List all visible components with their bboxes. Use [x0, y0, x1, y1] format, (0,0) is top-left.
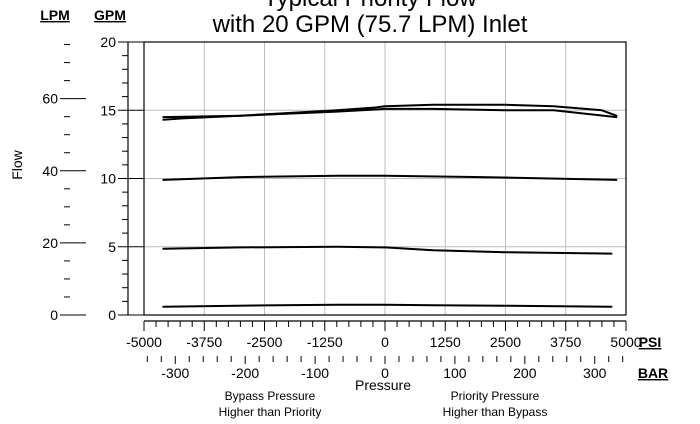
series-line-3: [162, 174, 618, 181]
bypass-note-line2: Higher than Priority: [219, 405, 322, 419]
psi-tick-label: 2500: [490, 334, 521, 350]
bar-tick-label: -200: [231, 365, 259, 381]
lpm-tick-label: 0: [50, 307, 58, 323]
lpm-tick-label: 60: [42, 91, 58, 107]
priority-note-line1: Priority Pressure: [451, 389, 540, 403]
bar-tick-label: 0: [381, 365, 389, 381]
psi-tick-label: 5000: [610, 334, 641, 350]
bar-unit-label: BAR: [638, 365, 668, 381]
gpm-tick-label: 5: [108, 239, 116, 255]
gpm-tick-label: 10: [100, 171, 116, 187]
gpm-tick-label: 20: [100, 34, 116, 50]
psi-axis: -5000 -3750 -2500 -1250 0 1250 2500 3750 5000: [126, 320, 642, 350]
gpm-unit-label: GPM: [94, 7, 126, 23]
bar-tick-label: -100: [301, 365, 329, 381]
psi-tick-label: -2500: [247, 334, 283, 350]
lpm-unit-label: LPM: [40, 7, 70, 23]
psi-tick-label: -1250: [307, 334, 343, 350]
bar-axis: -300 -200 -100 0 100 200 300: [146, 356, 624, 381]
bar-tick-label: 100: [443, 365, 467, 381]
series-line-2: [162, 107, 618, 119]
series-group: [162, 103, 618, 308]
lpm-tick-label: 20: [42, 235, 58, 251]
bar-tick-label: -300: [161, 365, 189, 381]
bypass-note-line1: Bypass Pressure: [225, 389, 316, 403]
series-line-4: [162, 245, 613, 255]
gpm-tick-label: 0: [108, 307, 116, 323]
flow-axis-label: Flow: [9, 149, 25, 179]
x-axis-label: Pressure: [355, 377, 411, 393]
lpm-axis: 0 20 40 60: [42, 44, 86, 323]
bar-tick-label: 200: [513, 365, 537, 381]
priority-note-line2: Higher than Bypass: [443, 405, 548, 419]
bar-tick-label: 300: [583, 365, 607, 381]
psi-tick-label: -3750: [186, 334, 222, 350]
psi-unit-label: PSI: [639, 334, 662, 350]
psi-tick-label: 1250: [430, 334, 461, 350]
gpm-tick-label: 15: [100, 102, 116, 118]
series-line-5: [162, 303, 613, 308]
gpm-axis: 0 5 10 15 20: [100, 34, 144, 323]
psi-tick-label: 3750: [550, 334, 581, 350]
psi-tick-label: 0: [381, 334, 389, 350]
psi-tick-label: -5000: [126, 334, 162, 350]
chart-title: Typical Priority Flow: [263, 0, 477, 12]
lpm-tick-label: 40: [42, 163, 58, 179]
chart-subtitle: with 20 GPM (75.7 LPM) Inlet: [212, 11, 528, 38]
series-line-1: [162, 103, 618, 121]
